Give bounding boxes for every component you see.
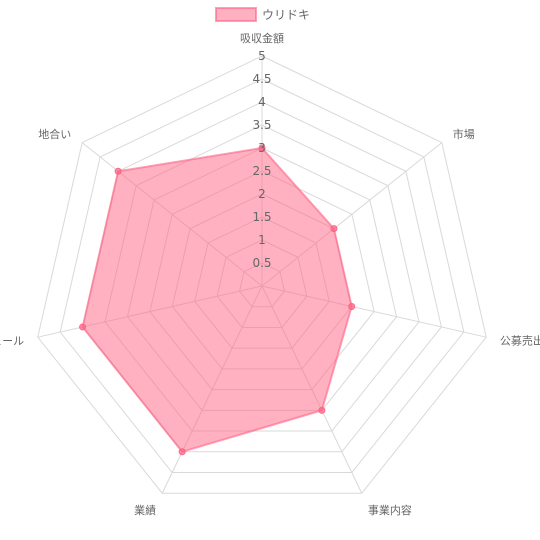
axis-label: 業績 <box>134 503 156 517</box>
data-point <box>318 406 326 414</box>
axis-label: 公募売出比 <box>500 333 540 347</box>
tick-label: 1.5 <box>252 210 271 224</box>
data-point <box>114 167 122 175</box>
tick-label: 4 <box>258 95 266 109</box>
axis-label-layer: 吸収金額市場公募売出比事業内容 業績 スケジュール 地合い <box>0 31 540 517</box>
axis-label: 市場 <box>453 127 475 141</box>
data-point <box>178 448 186 456</box>
legend[interactable]: ウリドキ <box>215 7 310 22</box>
tick-label: 3 <box>258 141 266 155</box>
data-point <box>348 302 356 310</box>
legend-label[interactable]: ウリドキ <box>262 8 310 22</box>
axis-label: 事業内容 <box>368 503 412 517</box>
tick-label: 0.5 <box>252 256 271 270</box>
tick-label: 5 <box>258 49 266 63</box>
data-point <box>258 144 266 152</box>
axis-label: 地合い <box>38 127 71 141</box>
grid-ring <box>37 55 487 494</box>
data-point <box>330 225 338 233</box>
tick-label: 4.5 <box>252 72 271 86</box>
tick-layer: 0.5 1 1.5 2 2.5 3 3.5 4 4.5 5 <box>252 49 271 270</box>
tick-label: 2.5 <box>252 164 271 178</box>
axis-label: 吸収金額 <box>240 31 284 45</box>
data-layer <box>79 144 356 456</box>
series-area <box>81 146 353 453</box>
tick-label: 1 <box>258 233 266 247</box>
axis-label: スケジュール <box>0 334 24 347</box>
legend-swatch[interactable] <box>215 7 257 22</box>
tick-label: 3.5 <box>252 118 271 132</box>
data-point <box>79 323 87 331</box>
grid-ring <box>59 78 465 474</box>
tick-label: 2 <box>258 187 266 201</box>
